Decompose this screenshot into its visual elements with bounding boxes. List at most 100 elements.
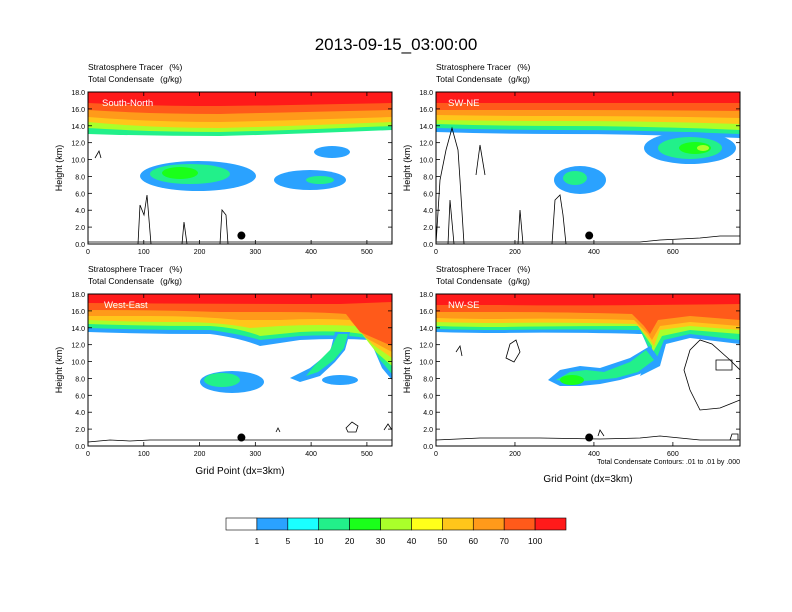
color-legend: 1 5 10 20 30 40 50 60 70 100	[225, 517, 567, 546]
y-tick-label: 4.0	[75, 208, 85, 215]
panel-3-y-axis-label: Height (km)	[54, 347, 64, 394]
panel-2-axes: 0.0 2.0 4.0 6.0 8.0 10.0 12.0 14.0 16.0 18.0 0 200 4…	[419, 90, 740, 256]
panel-2-field-label-2: Total Condensate (g/kg)	[436, 74, 530, 84]
panel-3-fills	[88, 294, 392, 446]
legend-level-label: 70	[499, 536, 509, 546]
panel-1-fills	[88, 92, 392, 244]
legend-level-label: 5	[285, 536, 290, 546]
y-tick-label: 8.0	[75, 174, 85, 181]
y-tick-label: 6.0	[75, 393, 85, 400]
contour-note: Total Condensate Contours: .01 to .01 by…	[597, 459, 740, 466]
panel-1-label: South-North	[102, 98, 153, 109]
panel-south-north: Stratosphere Tracer (%) Total Condensate(…	[54, 62, 393, 256]
y-tick-label: 2.0	[423, 225, 433, 232]
y-tick-label: 14.0	[419, 326, 433, 333]
legend-swatch	[472, 517, 505, 531]
x-tick-label: 600	[667, 451, 679, 458]
panel-2-fills	[436, 92, 740, 244]
y-tick-label: 10.0	[419, 158, 433, 165]
y-tick-label: 10.0	[71, 360, 85, 367]
x-tick-label: 200	[194, 451, 206, 458]
y-tick-label: 18.0	[71, 292, 85, 299]
y-tick-label: 12.0	[419, 343, 433, 350]
panel-3-marker	[237, 433, 246, 442]
legend-swatch	[534, 517, 567, 531]
x-tick-label: 400	[305, 249, 317, 256]
y-tick-label: 4.0	[75, 410, 85, 417]
x-tick-label: 400	[305, 451, 317, 458]
panel-4-field-label-2: Total Condensate (g/kg)	[436, 276, 530, 286]
y-tick-label: 2.0	[75, 427, 85, 434]
panel-2-marker	[585, 231, 594, 240]
legend-level-label: 50	[438, 536, 448, 546]
legend-swatch	[287, 517, 320, 531]
panel-1-frame	[87, 91, 393, 245]
x-tick-label: 100	[138, 249, 150, 256]
y-tick-label: 16.0	[71, 309, 85, 316]
x-tick-label: 200	[194, 249, 206, 256]
panel-sw-ne: Stratosphere Tracer (%) Total Condensate(…	[402, 62, 741, 256]
y-tick-label: 16.0	[71, 107, 85, 114]
y-tick-label: 8.0	[423, 376, 433, 383]
legend-swatch	[503, 517, 536, 531]
y-tick-label: 8.0	[423, 174, 433, 181]
panel-1-marker	[237, 231, 246, 240]
panel-1-y-axis-label: Height (km)	[54, 145, 64, 192]
legend-swatch	[225, 517, 258, 531]
panel-3-axes: 0.0 2.0 4.0 6.0 8.0 10.0 12.0 14.0 16.0 18.0 0 100 2…	[71, 292, 392, 458]
y-tick-label: 16.0	[419, 107, 433, 114]
figure-title: 2013-09-15_03:00:00	[315, 35, 478, 54]
x-tick-label: 400	[588, 249, 600, 256]
panel-2-label: SW-NE	[448, 98, 480, 109]
panel-2-field-label-1: Stratosphere Tracer (%)	[436, 62, 531, 72]
panel-3-field-label-1: Stratosphere Tracer (%)	[88, 264, 183, 274]
legend-swatch	[380, 517, 412, 531]
y-tick-label: 18.0	[71, 90, 85, 97]
panel-4-marker	[585, 433, 594, 442]
y-tick-label: 16.0	[419, 309, 433, 316]
panel-1-field-label-1: Stratosphere Tracer (%)	[88, 62, 183, 72]
legend-swatch	[318, 517, 350, 531]
panel-3-field-label-2: Total Condensate (g/kg)	[88, 276, 182, 286]
x-tick-label: 500	[361, 249, 373, 256]
panel-4-y-axis-label: Height (km)	[402, 347, 412, 394]
y-tick-label: 6.0	[423, 393, 433, 400]
panel-3-frame	[87, 293, 393, 447]
legend-swatch	[349, 517, 381, 531]
panel-west-east: Stratosphere Tracer (%) Total Condensate(…	[54, 264, 393, 477]
y-tick-label: 18.0	[419, 90, 433, 97]
y-tick-label: 6.0	[423, 191, 433, 198]
y-tick-label: 12.0	[419, 141, 433, 148]
y-tick-label: 12.0	[71, 141, 85, 148]
y-tick-label: 4.0	[423, 208, 433, 215]
panel-4-fills	[436, 294, 740, 446]
legend-level-label: 60	[469, 536, 479, 546]
panel-2-frame	[435, 91, 741, 245]
panel-4-x-axis-label: Grid Point (dx=3km)	[543, 474, 632, 485]
y-tick-label: 0.0	[75, 444, 85, 451]
panel-1-axes: 0.0 2.0 4.0 6.0 8.0 10.0 12.0 14.0 16.0 18.0 0 100 2…	[71, 90, 392, 256]
y-tick-label: 10.0	[419, 360, 433, 367]
y-tick-label: 14.0	[71, 326, 85, 333]
x-tick-label: 200	[509, 451, 521, 458]
legend-level-label: 1	[255, 536, 260, 546]
legend-swatch	[442, 517, 474, 531]
y-tick-label: 2.0	[423, 427, 433, 434]
y-tick-label: 8.0	[75, 376, 85, 383]
x-tick-label: 300	[249, 451, 261, 458]
panel-3-x-axis-label: Grid Point (dx=3km)	[195, 466, 284, 477]
panel-1-field-label-2: Total Condensate (g/kg)	[88, 74, 182, 84]
legend-level-label: 20	[345, 536, 355, 546]
y-tick-label: 0.0	[423, 242, 433, 249]
legend-swatch	[256, 517, 289, 531]
panel-4-field-label-1: Stratosphere Tracer (%)	[436, 264, 531, 274]
x-tick-label: 0	[434, 249, 438, 256]
panel-2-y-axis-label: Height (km)	[402, 145, 412, 192]
x-tick-label: 400	[588, 451, 600, 458]
legend-level-label: 100	[528, 536, 542, 546]
legend-level-label: 10	[314, 536, 324, 546]
panel-4-frame	[435, 293, 741, 447]
panel-3-label: West-East	[104, 300, 148, 311]
y-tick-label: 2.0	[75, 225, 85, 232]
